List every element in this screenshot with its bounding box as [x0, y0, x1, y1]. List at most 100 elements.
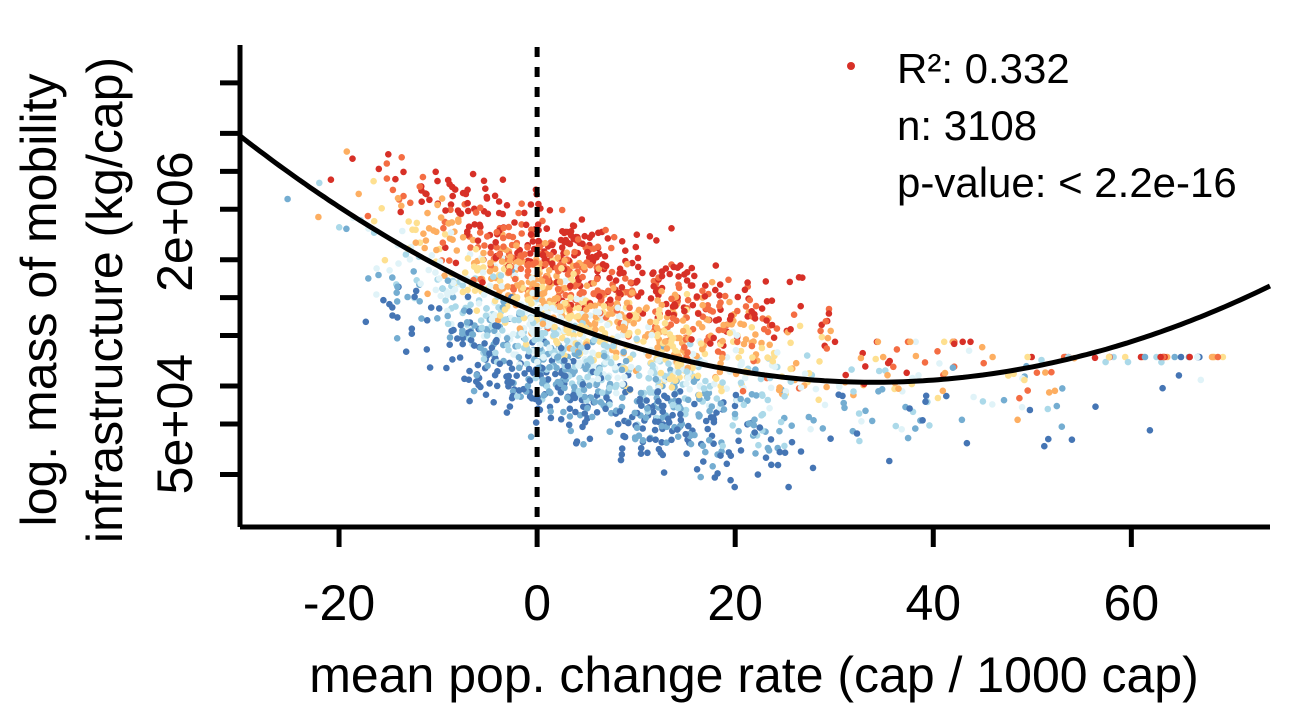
data-point	[474, 361, 482, 369]
data-point	[514, 282, 522, 289]
data-point	[463, 319, 471, 326]
data-point	[752, 450, 759, 457]
data-point	[839, 392, 846, 400]
data-point	[410, 268, 418, 275]
y-axis-title-line-1: log. mass of mobility	[11, 74, 67, 527]
data-point	[412, 226, 419, 234]
data-point	[491, 327, 498, 335]
data-point	[658, 301, 666, 309]
data-point	[614, 374, 621, 382]
data-point	[665, 309, 672, 317]
data-point	[493, 382, 501, 390]
data-point	[496, 251, 503, 258]
data-point	[526, 377, 534, 384]
data-point	[481, 242, 488, 249]
data-point	[958, 416, 966, 424]
data-point	[499, 176, 507, 183]
data-point	[773, 325, 781, 332]
data-point	[579, 381, 587, 388]
data-point	[515, 364, 523, 372]
data-point	[685, 422, 692, 430]
data-point	[797, 384, 805, 391]
data-point	[567, 282, 574, 290]
data-point	[769, 357, 776, 365]
data-point	[1194, 353, 1201, 361]
data-point	[593, 409, 601, 416]
data-point	[490, 273, 497, 281]
data-point	[787, 365, 794, 373]
data-point	[518, 310, 526, 317]
data-point	[936, 360, 943, 367]
data-point	[606, 274, 613, 282]
data-point	[850, 388, 857, 395]
data-point	[623, 299, 631, 307]
data-point	[453, 247, 461, 254]
data-point	[408, 330, 416, 338]
data-point	[556, 278, 564, 286]
data-point	[646, 435, 653, 443]
data-point	[753, 392, 760, 399]
data-point	[570, 222, 578, 230]
data-point	[696, 391, 703, 399]
data-point	[618, 445, 626, 452]
data-point	[633, 424, 641, 432]
data-point	[702, 377, 709, 385]
data-point	[1105, 353, 1113, 361]
data-point	[622, 357, 630, 365]
data-point	[912, 425, 919, 432]
data-point	[604, 235, 612, 242]
data-point	[510, 286, 517, 293]
data-point	[705, 436, 713, 444]
data-point	[423, 317, 431, 324]
data-point	[449, 356, 456, 363]
data-point	[892, 422, 900, 430]
x-tick-label: 60	[1104, 575, 1160, 631]
data-point	[513, 372, 520, 380]
data-point	[752, 331, 759, 338]
data-point	[480, 264, 487, 271]
data-point	[856, 437, 863, 445]
data-point	[893, 346, 901, 353]
data-point	[1014, 416, 1021, 424]
y-tick-label: 5e+04	[147, 354, 203, 494]
data-point	[607, 296, 614, 304]
data-point	[1157, 353, 1164, 361]
data-point	[1058, 423, 1066, 431]
data-point	[817, 327, 824, 335]
legend-p-value: p-value: < 2.2e-16	[897, 159, 1237, 206]
data-point	[689, 301, 697, 309]
data-point	[731, 402, 739, 410]
data-point	[411, 293, 418, 301]
data-point	[732, 391, 740, 399]
data-point	[441, 231, 449, 238]
data-point	[635, 365, 642, 372]
data-point	[495, 198, 503, 205]
data-point	[546, 344, 553, 352]
data-point	[674, 426, 681, 433]
data-point	[426, 364, 434, 371]
data-point	[389, 304, 396, 311]
data-point	[590, 290, 597, 298]
data-point	[544, 278, 552, 285]
data-point	[364, 212, 372, 220]
data-point	[606, 384, 613, 392]
data-point	[803, 352, 811, 359]
data-point	[727, 476, 734, 484]
data-point	[608, 268, 616, 276]
data-point	[699, 442, 707, 450]
data-point	[563, 337, 571, 345]
data-point	[1041, 442, 1048, 450]
data-point	[531, 336, 538, 344]
data-point	[758, 344, 766, 352]
data-point	[566, 306, 573, 314]
data-point	[655, 398, 662, 405]
data-point	[642, 305, 650, 313]
data-point	[600, 352, 608, 360]
data-point	[591, 321, 599, 328]
data-point	[796, 322, 804, 330]
data-point	[441, 272, 448, 280]
data-point	[658, 268, 666, 275]
data-point	[633, 231, 641, 238]
legend-marker	[847, 62, 855, 70]
data-point	[912, 352, 920, 360]
